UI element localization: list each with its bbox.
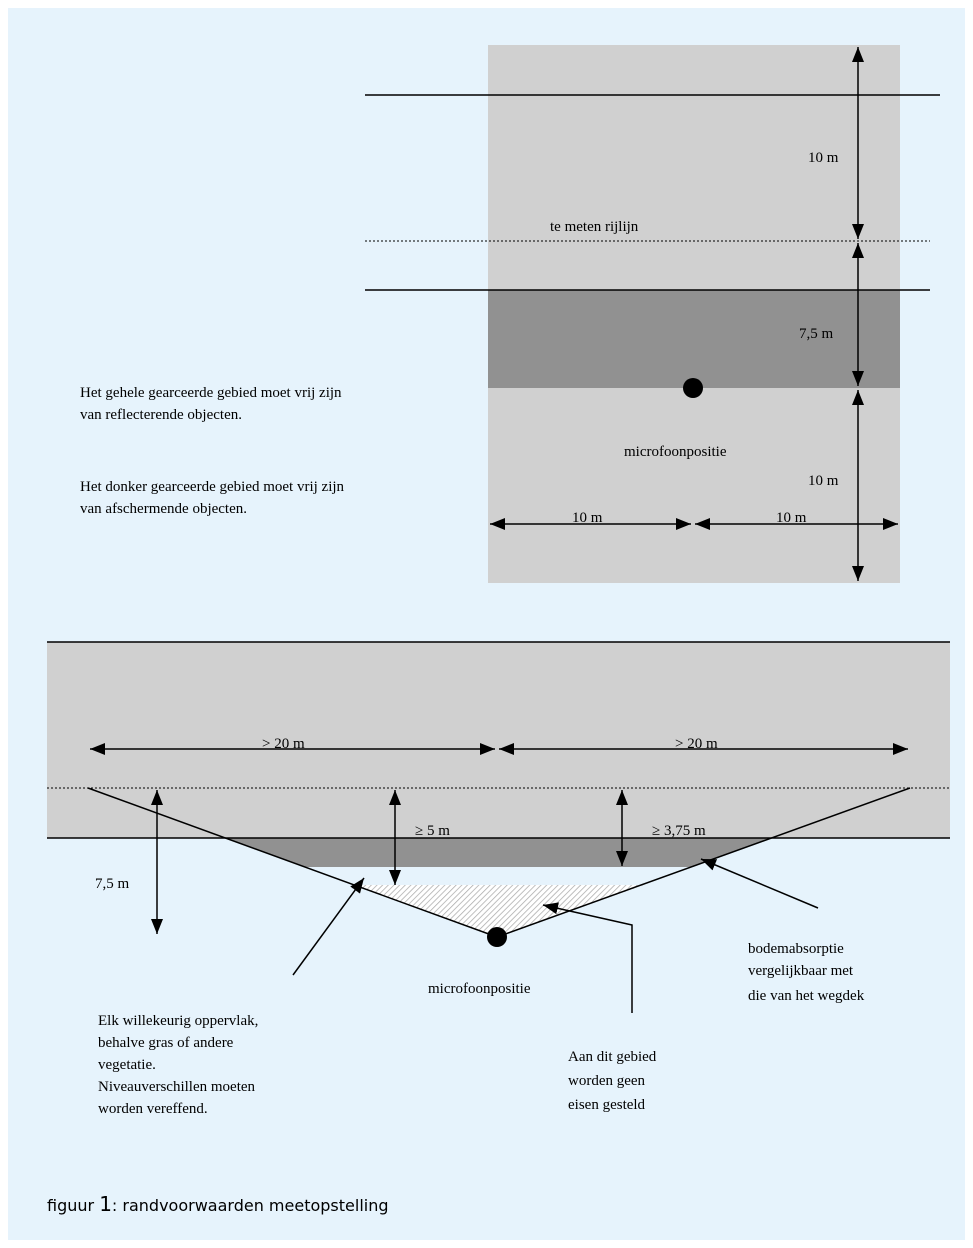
note: van reflecterende objecten. (80, 407, 242, 423)
label: 10 m (776, 510, 807, 526)
label: > 20 m (675, 736, 718, 752)
note: die van het wegdek (748, 988, 865, 1004)
microphone (487, 927, 507, 947)
note: vegetatie. (98, 1057, 156, 1073)
label: 10 m (572, 510, 603, 526)
note: Het gehele gearceerde gebied moet vrij z… (80, 385, 342, 401)
label: ≥ 5 m (415, 823, 450, 839)
note: eisen gesteld (568, 1097, 646, 1113)
label: microfoonpositie (624, 444, 727, 460)
note: vergelijkbaar met (748, 963, 854, 979)
note: Het donker gearceerde gebied moet vrij z… (80, 479, 345, 495)
dark-area (225, 838, 773, 867)
bottom-diagram (47, 641, 950, 1013)
top-diagram (365, 45, 940, 583)
label: 7,5 m (799, 326, 834, 342)
pointer (542, 902, 633, 1013)
label: te meten rijlijn (550, 219, 639, 235)
note: worden geen (568, 1073, 646, 1089)
note: Niveauverschillen moeten (98, 1079, 256, 1095)
area (47, 642, 950, 838)
label: 7,5 m (95, 876, 130, 892)
hatched-area (354, 885, 644, 937)
microphone (683, 378, 703, 398)
label: 10 m (808, 150, 839, 166)
caption-prefix: figuur (47, 1196, 99, 1215)
pointer (700, 858, 819, 909)
label: microfoonpositie (428, 981, 531, 997)
caption-number: 1 (99, 1192, 112, 1216)
caption: figuur 1: randvoorwaarden meetopstelling (47, 1192, 389, 1216)
note: worden vereffend. (98, 1101, 208, 1117)
note: Elk willekeurig oppervlak, (98, 1013, 258, 1029)
dark-area (488, 290, 900, 388)
label: > 20 m (262, 736, 305, 752)
label: 10 m (808, 473, 839, 489)
note: bodemabsorptie (748, 941, 844, 957)
note: behalve gras of andere (98, 1035, 234, 1051)
note: van afschermende objecten. (80, 501, 247, 517)
caption-text: : randvoorwaarden meetopstelling (112, 1196, 389, 1215)
note: Aan dit gebied (568, 1049, 657, 1065)
label: ≥ 3,75 m (652, 823, 706, 839)
pointer (292, 877, 365, 976)
